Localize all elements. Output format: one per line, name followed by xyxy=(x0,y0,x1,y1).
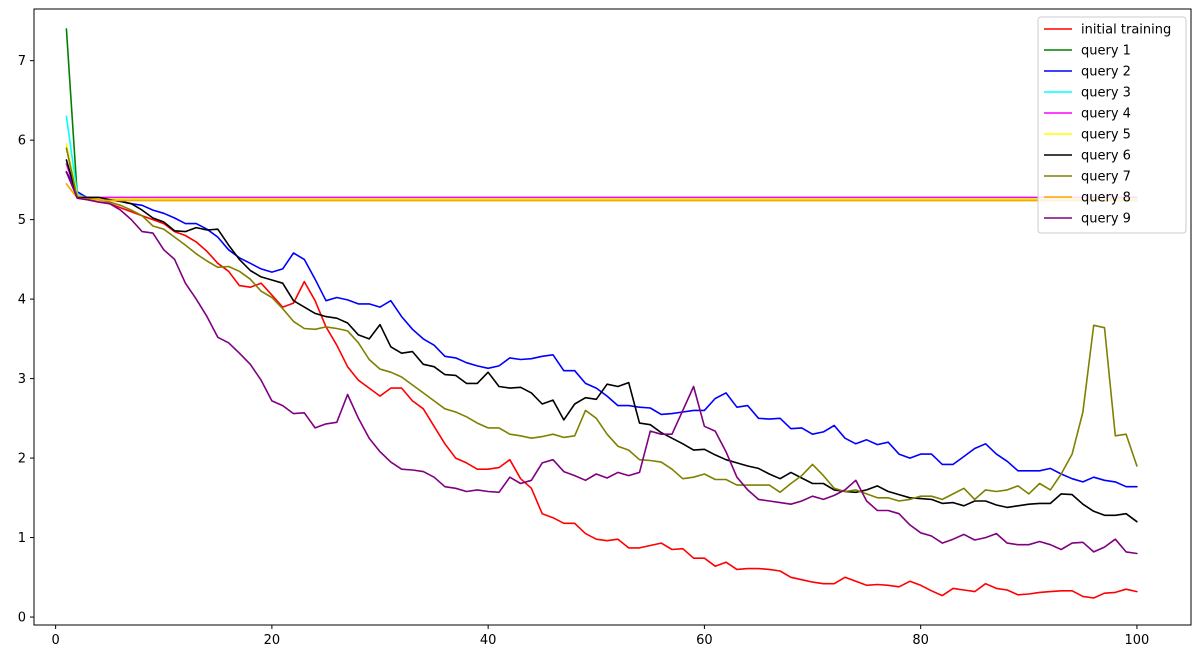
plot-frame xyxy=(33,8,1192,626)
series-line-initial-training xyxy=(65,171,1138,599)
legend-label: query 4 xyxy=(1081,107,1131,122)
x-tick-label: 100 xyxy=(1125,633,1150,648)
y-tick-label: 1 xyxy=(18,531,26,546)
legend-label: query 3 xyxy=(1081,86,1131,101)
series-line-query-7 xyxy=(65,147,1138,502)
x-tick-label: 0 xyxy=(51,633,59,648)
y-tick-label: 3 xyxy=(18,372,26,387)
series-line-query-9 xyxy=(65,171,1138,555)
legend-label: query 5 xyxy=(1081,128,1131,143)
legend-box xyxy=(1037,16,1187,234)
y-tick-label: 0 xyxy=(18,611,26,626)
legend-label: query 1 xyxy=(1081,44,1131,59)
y-tick-label: 5 xyxy=(18,213,26,228)
legend-label: query 8 xyxy=(1081,191,1131,206)
y-tick-label: 6 xyxy=(18,134,26,149)
legend-label: query 2 xyxy=(1081,65,1131,80)
y-axis: 0 1 2 3 4 5 6 7 xyxy=(18,54,34,626)
x-axis: 0 20 40 60 80 100 xyxy=(51,625,1149,648)
x-tick-label: 40 xyxy=(480,633,497,648)
series-line-query-6 xyxy=(65,159,1138,523)
x-tick-label: 20 xyxy=(264,633,281,648)
y-tick-label: 2 xyxy=(18,452,26,467)
series-layer xyxy=(65,28,1138,599)
legend-label: initial training xyxy=(1081,23,1171,38)
legend-label: query 6 xyxy=(1081,149,1131,164)
y-tick-label: 7 xyxy=(18,54,26,69)
legend-label: query 9 xyxy=(1081,212,1131,227)
legend-label: query 7 xyxy=(1081,170,1131,185)
legend: initial training query 1 query 2 query 3 que… xyxy=(1037,16,1187,234)
x-tick-label: 80 xyxy=(912,633,929,648)
x-tick-label: 60 xyxy=(696,633,713,648)
y-tick-label: 4 xyxy=(18,293,26,308)
